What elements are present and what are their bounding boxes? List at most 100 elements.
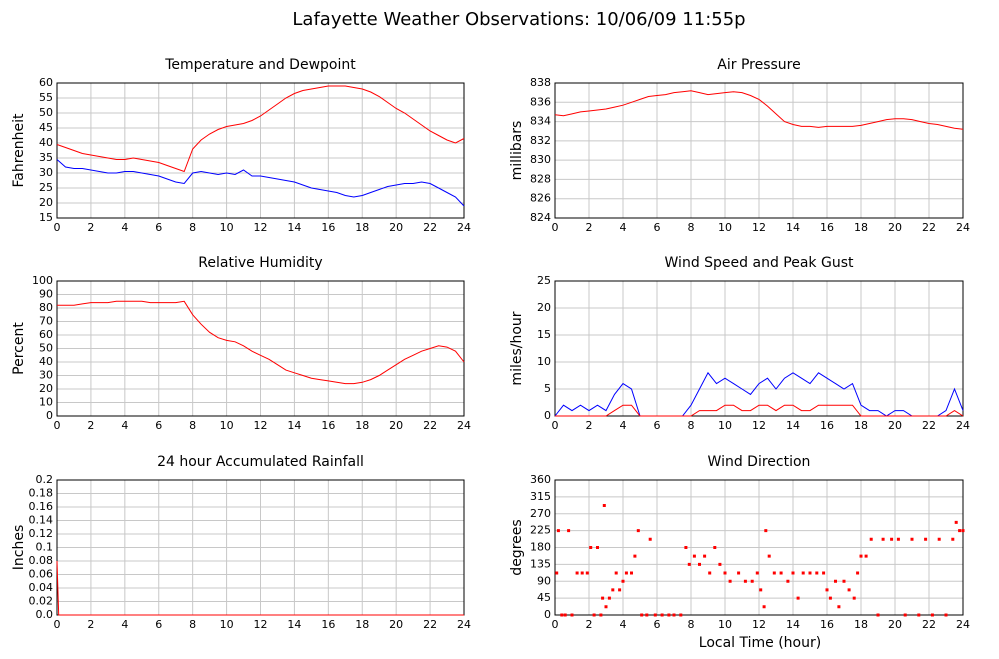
- data-point: [951, 537, 955, 541]
- y-tick-label: 824: [530, 211, 551, 224]
- data-point: [881, 537, 885, 541]
- y-tick-label: 50: [39, 106, 53, 119]
- x-tick-label: 12: [254, 419, 268, 432]
- data-point: [611, 588, 615, 592]
- x-tick-label: 24: [956, 221, 970, 234]
- y-tick-label: 0.2: [36, 473, 54, 486]
- y-tick-label: 45: [537, 591, 551, 604]
- y-tick-label: 60: [39, 328, 53, 341]
- data-point: [679, 613, 683, 617]
- x-tick-label: 10: [718, 618, 732, 631]
- x-tick-label: 16: [321, 419, 335, 432]
- page-title: Lafayette Weather Observations: 10/06/09…: [292, 9, 745, 30]
- y-axis-label: millibars: [509, 121, 525, 181]
- y-tick-label: 0: [46, 409, 53, 422]
- y-tick-label: 15: [39, 211, 53, 224]
- y-tick-label: 0: [544, 608, 551, 621]
- data-point: [958, 529, 962, 533]
- data-point: [859, 554, 863, 558]
- x-tick-label: 24: [457, 221, 471, 234]
- data-point: [815, 571, 819, 575]
- x-tick-label: 22: [922, 221, 936, 234]
- x-tick-label: 0: [54, 419, 61, 432]
- y-tick-label: 0.16: [29, 500, 54, 513]
- data-point: [567, 529, 571, 533]
- x-tick-label: 8: [688, 419, 695, 432]
- data-point: [624, 571, 628, 575]
- y-tick-label: 834: [530, 115, 551, 128]
- x-tick-label: 0: [54, 618, 61, 631]
- data-point: [601, 596, 605, 600]
- chart-title: 24 hour Accumulated Rainfall: [157, 454, 364, 470]
- data-point: [660, 613, 664, 617]
- data-point: [570, 613, 574, 617]
- data-line: [56, 85, 465, 173]
- y-tick-label: 270: [530, 507, 551, 520]
- y-tick-label: 55: [39, 91, 53, 104]
- y-tick-label: 838: [530, 76, 551, 89]
- y-tick-label: 5: [544, 382, 551, 395]
- x-tick-label: 0: [552, 419, 559, 432]
- data-point: [842, 579, 846, 583]
- y-tick-label: 0.1: [36, 541, 54, 554]
- data-point: [703, 554, 707, 558]
- x-tick-label: 18: [355, 221, 369, 234]
- x-tick-label: 18: [355, 618, 369, 631]
- data-point: [828, 596, 832, 600]
- y-tick-label: 225: [530, 524, 551, 537]
- data-point: [808, 571, 812, 575]
- data-point: [954, 520, 958, 524]
- y-axis-label: Fahrenheit: [11, 113, 27, 188]
- y-tick-label: 90: [39, 288, 53, 301]
- data-point: [555, 571, 559, 575]
- x-tick-label: 22: [922, 419, 936, 432]
- plot-frame: [554, 82, 964, 219]
- x-tick-label: 18: [854, 221, 868, 234]
- plot-frame: [56, 82, 465, 219]
- data-point: [779, 571, 783, 575]
- y-axis-label: Inches: [11, 525, 27, 570]
- data-point: [580, 571, 584, 575]
- data-point: [713, 546, 717, 549]
- data-point: [575, 571, 579, 575]
- x-tick-label: 6: [155, 419, 162, 432]
- x-tick-label: 10: [718, 221, 732, 234]
- data-point: [737, 571, 741, 575]
- x-tick-label: 2: [586, 419, 593, 432]
- x-tick-label: 10: [220, 419, 234, 432]
- x-tick-label: 8: [688, 618, 695, 631]
- x-tick-label: 6: [654, 221, 661, 234]
- data-line: [56, 159, 465, 207]
- data-point: [589, 546, 593, 549]
- data-point: [876, 613, 880, 617]
- y-axis-label: Percent: [11, 322, 27, 375]
- x-tick-label: 20: [389, 618, 403, 631]
- data-point: [847, 588, 851, 592]
- y-axis-label: miles/hour: [509, 311, 525, 385]
- x-tick-label: 10: [220, 618, 234, 631]
- data-point: [672, 613, 676, 617]
- x-tick-label: 20: [888, 221, 902, 234]
- data-point: [618, 588, 622, 592]
- data-point: [630, 571, 633, 575]
- data-point: [692, 554, 696, 558]
- data-point: [604, 605, 608, 609]
- x-tick-label: 14: [287, 221, 301, 234]
- x-tick-label: 20: [888, 618, 902, 631]
- x-tick-label: 8: [189, 221, 196, 234]
- x-tick-label: 12: [752, 419, 766, 432]
- y-axis-label: degrees: [509, 519, 525, 575]
- y-tick-label: 0.12: [29, 527, 54, 540]
- data-point: [599, 613, 603, 617]
- x-tick-label: 6: [155, 221, 162, 234]
- x-tick-label: 24: [457, 419, 471, 432]
- y-tick-label: 70: [39, 315, 53, 328]
- y-tick-label: 30: [39, 166, 53, 179]
- x-tick-label: 22: [922, 618, 936, 631]
- data-line: [57, 300, 465, 385]
- y-tick-label: 826: [530, 192, 551, 205]
- x-tick-label: 4: [620, 221, 627, 234]
- x-tick-label: 22: [423, 618, 437, 631]
- data-line: [554, 90, 964, 130]
- x-tick-label: 14: [287, 618, 301, 631]
